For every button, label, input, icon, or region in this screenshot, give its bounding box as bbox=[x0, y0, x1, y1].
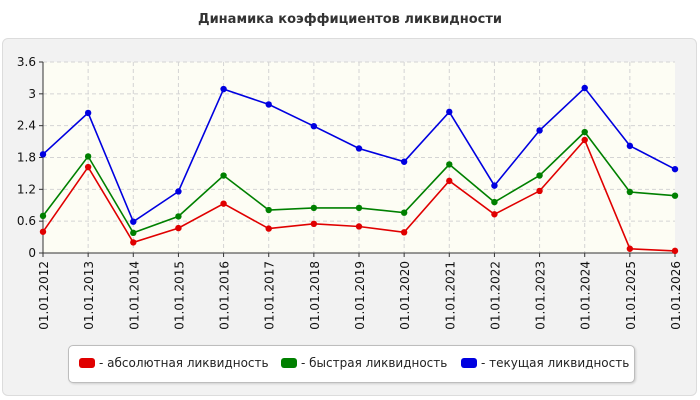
series-1-point bbox=[310, 220, 318, 228]
series-3-point bbox=[446, 108, 453, 116]
x-tick-label: 01.01.2017 bbox=[263, 261, 277, 330]
chart-title: Динамика коэффициентов ликвидности bbox=[198, 12, 502, 27]
series-3-point bbox=[265, 101, 272, 108]
series-2-point bbox=[446, 161, 453, 168]
series-3-point bbox=[84, 109, 92, 117]
series-3-point bbox=[536, 127, 543, 134]
series-1-point bbox=[84, 163, 92, 171]
y-tick-label: 3.6 bbox=[17, 55, 36, 69]
series-2-point bbox=[671, 192, 679, 199]
series-3-point bbox=[491, 182, 498, 189]
series-1-point bbox=[626, 245, 634, 252]
x-tick-label: 01.01.2020 bbox=[398, 261, 412, 330]
x-tick-label: 01.01.2015 bbox=[172, 261, 186, 330]
series-2-point bbox=[175, 213, 182, 220]
series-1-point bbox=[175, 224, 182, 232]
legend-swatch bbox=[281, 358, 297, 368]
series-3-point bbox=[581, 84, 588, 92]
series-3-point bbox=[355, 145, 363, 152]
legend-swatch bbox=[461, 358, 477, 368]
chart-legend: - абсолютная ликвидность - быстрая ликвид… bbox=[68, 345, 635, 383]
series-1-point bbox=[39, 228, 47, 235]
series-3-point bbox=[400, 158, 408, 165]
series-2-point bbox=[265, 206, 272, 214]
series-3-point bbox=[626, 142, 634, 150]
series-2-point bbox=[84, 153, 92, 160]
series-2-point bbox=[491, 198, 498, 206]
legend-label: - текущая ликвидность bbox=[481, 356, 630, 370]
x-tick-label: 01.01.2023 bbox=[534, 261, 548, 330]
x-tick-label: 01.01.2022 bbox=[488, 261, 502, 330]
series-1-point bbox=[265, 225, 272, 232]
series-2-point bbox=[39, 212, 47, 220]
series-2-point bbox=[130, 229, 137, 237]
x-tick-label: 01.01.2013 bbox=[82, 261, 96, 330]
series-1-point bbox=[671, 247, 679, 255]
y-tick-label: 1.8 bbox=[17, 151, 36, 165]
x-tick-label: 01.01.2012 bbox=[37, 261, 51, 330]
x-tick-label: 01.01.2014 bbox=[127, 261, 141, 330]
x-tick-label: 01.01.2026 bbox=[669, 261, 683, 330]
series-2-point bbox=[626, 188, 634, 196]
legend-item: - абсолютная ликвидность bbox=[79, 355, 269, 371]
y-tick-label: 3 bbox=[28, 87, 36, 101]
series-3-point bbox=[671, 165, 679, 173]
x-tick-label: 01.01.2024 bbox=[579, 261, 593, 330]
series-3-point bbox=[130, 218, 137, 225]
series-1-point bbox=[355, 223, 363, 230]
x-tick-label: 01.01.2021 bbox=[443, 261, 457, 330]
y-tick-label: 1.2 bbox=[17, 182, 36, 196]
series-2-point bbox=[355, 204, 363, 212]
x-tick-label: 01.01.2018 bbox=[308, 261, 322, 330]
x-tick-label: 01.01.2016 bbox=[218, 261, 232, 330]
series-1-point bbox=[491, 211, 498, 218]
x-tick-label: 01.01.2019 bbox=[353, 261, 367, 330]
series-1-point bbox=[536, 187, 543, 195]
y-tick-label: 2.4 bbox=[17, 119, 36, 133]
series-1-point bbox=[400, 229, 408, 236]
series-3-point bbox=[310, 122, 318, 130]
series-3-point bbox=[220, 85, 227, 93]
series-1-point bbox=[581, 136, 588, 144]
y-tick-label: 0.6 bbox=[17, 214, 36, 228]
legend-label: - абсолютная ликвидность bbox=[99, 356, 269, 370]
legend-label: - быстрая ликвидность bbox=[301, 356, 448, 370]
series-3-point bbox=[175, 188, 182, 195]
series-1-point bbox=[220, 200, 227, 207]
series-2-point bbox=[400, 209, 408, 216]
series-3-point bbox=[39, 151, 47, 158]
legend-swatch bbox=[79, 358, 95, 368]
legend-item: - текущая ликвидность bbox=[461, 355, 629, 371]
series-1-point bbox=[130, 239, 137, 246]
series-2-point bbox=[536, 172, 543, 179]
series-2-point bbox=[581, 128, 588, 136]
series-1-point bbox=[446, 177, 453, 185]
series-2-point bbox=[220, 172, 227, 179]
x-tick-label: 01.01.2025 bbox=[624, 261, 638, 330]
y-tick-label: 0 bbox=[28, 246, 36, 260]
series-2-point bbox=[310, 204, 318, 212]
legend-item: - быстрая ликвидность bbox=[281, 355, 447, 371]
